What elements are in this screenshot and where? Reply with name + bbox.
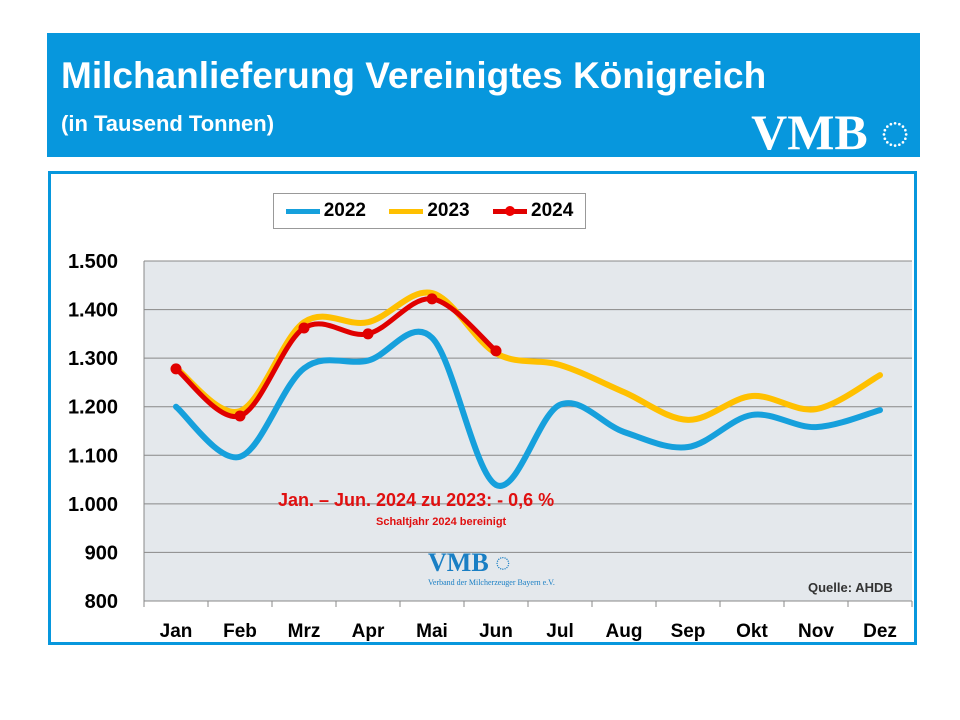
y-tick-label: 1.300 <box>68 348 118 370</box>
x-tick-label: Aug <box>606 621 643 642</box>
page-subtitle: (in Tausend Tonnen) <box>61 111 275 136</box>
x-tick-label: Mrz <box>288 621 321 642</box>
source-label: Quelle: AHDB <box>808 580 893 595</box>
legend-2022: 2022 <box>285 200 366 222</box>
data-point-2024 <box>170 363 182 375</box>
x-tick-label: Jan <box>160 621 193 642</box>
y-tick-label: 800 <box>85 591 118 613</box>
header-banner: Milchanlieferung Vereinigtes Königreich … <box>47 33 920 160</box>
y-tick-label: 1.000 <box>68 494 118 516</box>
x-tick-label: Sep <box>671 621 706 642</box>
x-tick-label: Jul <box>546 621 573 642</box>
legend-swatch <box>285 208 320 214</box>
vmb-watermark-logo: VMB ◌ <box>428 548 511 577</box>
y-tick-label: 1.100 <box>68 445 118 467</box>
series-line-2023 <box>173 289 883 423</box>
y-tick-label: 900 <box>85 542 118 564</box>
data-point-2024 <box>426 293 438 305</box>
y-tick-label: 1.500 <box>68 251 118 273</box>
x-tick-label: Okt <box>736 621 768 642</box>
annotation-main: Jan. – Jun. 2024 zu 2023: - 0,6 % <box>278 490 555 510</box>
plot-area <box>144 261 912 601</box>
legend-label: 2024 <box>531 200 574 221</box>
legend-swatch <box>493 205 527 216</box>
vmb-tagline: Verband der Milcherzeuger Bayern e.V. <box>428 578 555 587</box>
data-point-2024 <box>362 328 374 340</box>
annotation-sub: Schaltjahr 2024 bereinigt <box>376 516 507 528</box>
legend-label: 2022 <box>323 200 366 221</box>
legend: 2022 2023 2024 <box>273 193 586 229</box>
series-line-2022 <box>173 328 883 489</box>
y-tick-label: 1.200 <box>68 397 118 419</box>
legend-2024: 2024 <box>493 200 573 222</box>
x-tick-label: Mai <box>416 621 448 642</box>
data-point-2024 <box>298 322 310 334</box>
x-tick-label: Dez <box>863 621 897 642</box>
chart-frame <box>48 171 917 645</box>
series-line-2024 <box>173 296 499 419</box>
x-tick-label: Nov <box>798 621 834 642</box>
page-title: Milchanlieferung Vereinigtes Königreich <box>61 55 767 96</box>
y-tick-label: 1.400 <box>68 300 118 322</box>
x-tick-label: Feb <box>223 621 257 642</box>
legend-swatch <box>389 208 424 214</box>
legend-label: 2023 <box>427 200 470 221</box>
x-tick-label: Apr <box>352 621 385 642</box>
legend-2023: 2023 <box>389 200 470 222</box>
vmb-logo: VMB ◌ <box>751 104 910 160</box>
data-point-2024 <box>234 410 246 422</box>
data-point-2024 <box>490 345 502 357</box>
x-tick-label: Jun <box>479 621 513 642</box>
